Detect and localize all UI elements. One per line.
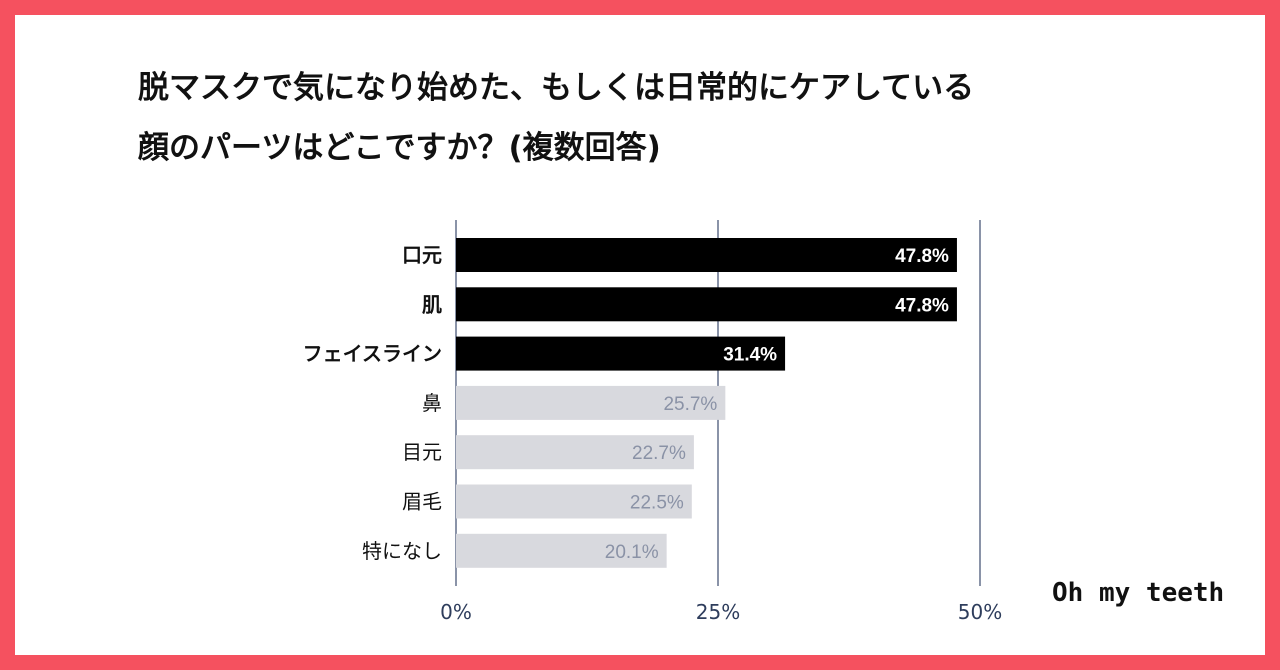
x-tick-label: 0% xyxy=(440,600,472,624)
bar xyxy=(456,435,694,470)
bar xyxy=(456,533,667,568)
chart-title-line-2: 顔のパーツはどこですか？(複数回答) xyxy=(138,130,661,166)
value-label: 22.7% xyxy=(632,443,686,464)
value-label: 25.7% xyxy=(663,394,717,415)
chart-title-line-1: 脱マスクで気になり始めた、もしくは日常的にケアしている xyxy=(138,70,975,106)
bar xyxy=(456,336,786,371)
x-tick-label: 50% xyxy=(958,600,1002,624)
value-label: 47.8% xyxy=(895,246,949,267)
bar xyxy=(456,287,957,322)
category-label: 目元 xyxy=(402,440,442,464)
brand-logo: Oh my teeth xyxy=(1052,578,1225,608)
category-label: 特になし xyxy=(362,539,442,563)
value-label: 31.4% xyxy=(723,345,777,366)
category-label: フェイスライン xyxy=(303,342,442,366)
value-label: 47.8% xyxy=(895,295,949,316)
value-label: 22.5% xyxy=(630,493,684,514)
category-label: 口元 xyxy=(402,243,442,267)
chart-title: 脱マスクで気になり始めた、もしくは日常的にケアしている 顔のパーツはどこですか？… xyxy=(138,58,1138,178)
value-label: 20.1% xyxy=(605,542,659,563)
category-label: 鼻 xyxy=(422,391,442,415)
bar xyxy=(456,238,957,272)
category-label: 肌 xyxy=(422,292,442,316)
category-label: 眉毛 xyxy=(402,490,442,514)
bar xyxy=(456,385,726,420)
x-tick-label: 25% xyxy=(696,600,740,624)
bar xyxy=(456,484,692,519)
